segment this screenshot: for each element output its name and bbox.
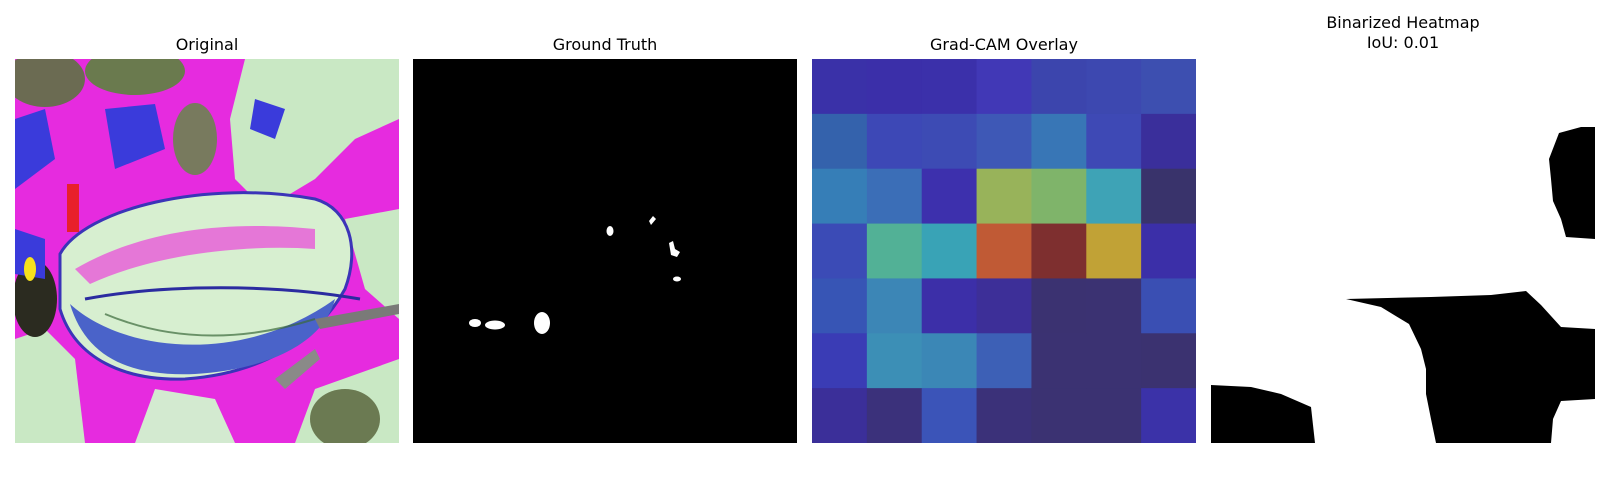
heatmap-cell xyxy=(976,168,1032,225)
heatmap-cell xyxy=(976,223,1032,279)
heatmap-cell xyxy=(1141,59,1196,115)
heatmap-cell xyxy=(976,388,1032,443)
heatmap-cell xyxy=(812,278,868,334)
binarized-title: Binarized Heatmap IoU: 0.01 xyxy=(1211,13,1595,53)
heatmap-cell xyxy=(921,388,978,443)
heatmap-cell xyxy=(1141,333,1196,389)
heatmap-cell xyxy=(866,278,923,334)
heatmap-cell xyxy=(812,113,868,170)
heatmap-cell xyxy=(1031,113,1087,170)
heatmap-cell xyxy=(976,278,1032,334)
heatmap-cell xyxy=(812,168,868,225)
heatmap-cell xyxy=(866,223,923,279)
heatmap-cell xyxy=(1141,223,1196,279)
gradcam-overlay xyxy=(812,59,1196,443)
heatmap-cell xyxy=(1031,333,1087,389)
heatmap-cell xyxy=(866,168,923,225)
original-title: Original xyxy=(175,35,239,54)
heatmap-cell xyxy=(866,59,923,115)
heatmap-cell xyxy=(866,388,923,443)
ground-truth-title: Ground Truth xyxy=(552,35,658,54)
heatmap-cell xyxy=(1031,388,1087,443)
heatmap-cell xyxy=(812,223,868,279)
heatmap-cell xyxy=(921,113,978,170)
heatmap-cell xyxy=(1086,113,1142,170)
heatmap-cell xyxy=(921,333,978,389)
binarized-graphic xyxy=(1211,59,1595,443)
heatmap-cell xyxy=(812,59,868,115)
original-image-graphic xyxy=(15,59,399,443)
heatmap-cell xyxy=(976,113,1032,170)
ground-truth-graphic xyxy=(413,59,797,443)
original-image xyxy=(15,59,399,443)
ground-truth-mask xyxy=(413,59,797,443)
heatmap-cell xyxy=(976,59,1032,115)
heatmap-cell xyxy=(1086,59,1142,115)
heatmap-cell xyxy=(921,223,978,279)
heatmap-cell xyxy=(1086,223,1142,279)
heatmap-cell xyxy=(1031,223,1087,279)
heatmap-cell xyxy=(1141,113,1196,170)
heatmap-cell xyxy=(1086,168,1142,225)
heatmap-cell xyxy=(1031,168,1087,225)
overlay-title: Grad-CAM Overlay xyxy=(930,35,1078,54)
heatmap-cell xyxy=(1031,278,1087,334)
heatmap-cell xyxy=(1086,278,1142,334)
heatmap-cell xyxy=(812,333,868,389)
heatmap-cell xyxy=(1086,388,1142,443)
iou-label: IoU: 0.01 xyxy=(1366,33,1440,52)
heatmap-cell xyxy=(866,113,923,170)
heatmap-cell xyxy=(1086,333,1142,389)
heatmap-cell xyxy=(921,59,978,115)
heatmap-cell xyxy=(1141,388,1196,443)
binarized-title-line: Binarized Heatmap xyxy=(1326,13,1480,32)
heatmap-cell xyxy=(812,388,868,443)
binarized-heatmap xyxy=(1211,59,1595,443)
heatmap-cell xyxy=(1031,59,1087,115)
heatmap-cell xyxy=(1141,168,1196,225)
heatmap-cell xyxy=(866,333,923,389)
heatmap-cell xyxy=(921,278,978,334)
gradcam-grid xyxy=(812,59,1196,443)
heatmap-cell xyxy=(1141,278,1196,334)
heatmap-cell xyxy=(976,333,1032,389)
heatmap-cell xyxy=(921,168,978,225)
